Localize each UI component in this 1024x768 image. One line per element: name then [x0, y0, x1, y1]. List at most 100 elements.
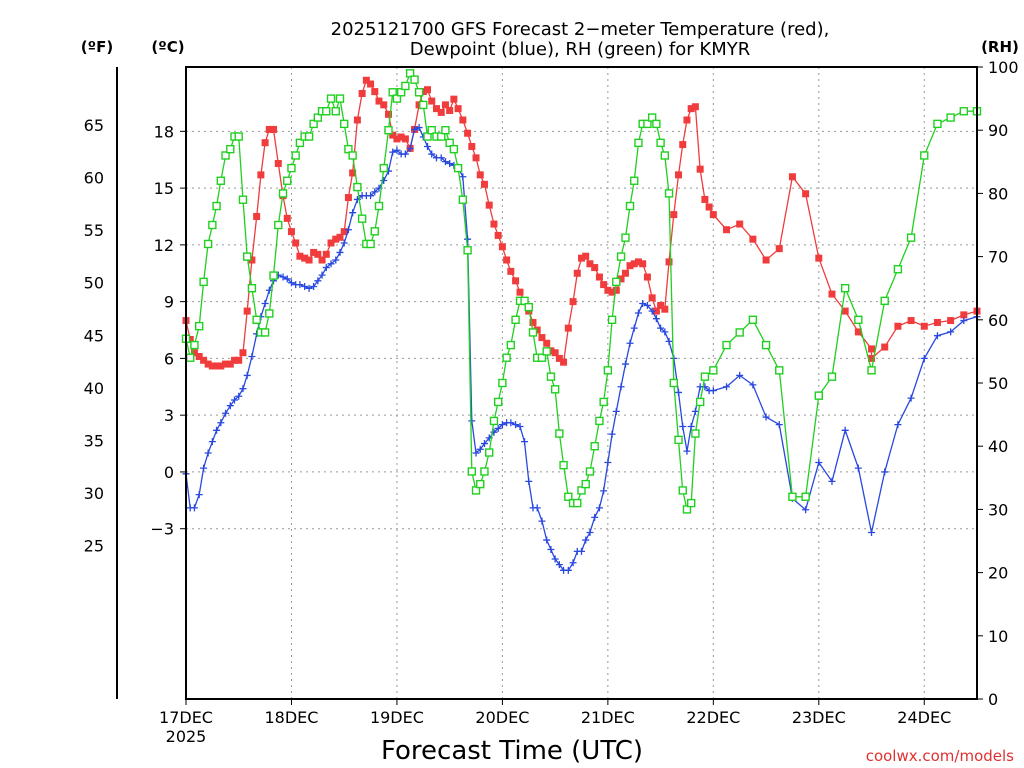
rh-point	[357, 214, 367, 223]
temperature-point	[226, 360, 234, 368]
temperature-point	[490, 220, 498, 228]
temperature-point	[705, 203, 713, 211]
temperature-point	[687, 105, 695, 113]
fahrenheit-tick-label: 40	[84, 379, 104, 398]
temperature-point	[424, 86, 432, 94]
dewpoint-point	[322, 264, 330, 272]
dewpoint-point	[582, 536, 590, 544]
rh-point	[331, 107, 340, 116]
rh-point	[691, 429, 700, 438]
rh-point	[625, 201, 635, 211]
dewpoint-point	[380, 177, 388, 185]
dewpoint-point	[521, 438, 529, 446]
dewpoint-point	[648, 307, 656, 315]
rh-point	[221, 151, 230, 160]
temperature-point	[186, 335, 194, 343]
fahrenheit-tick-label: 35	[84, 431, 104, 450]
dewpoint-point	[261, 300, 269, 308]
temperature-point	[498, 243, 506, 251]
chart-title-line-1: 2025121700 GFS Forecast 2−meter Temperat…	[331, 19, 830, 40]
dewpoint-point	[551, 555, 559, 563]
x-tick-label: 21DEC	[581, 708, 635, 727]
temperature-point	[586, 260, 594, 268]
rh-point	[660, 151, 670, 160]
rh-point	[348, 151, 357, 160]
rh-point	[630, 176, 639, 185]
rh-point	[581, 479, 590, 489]
temperature-point	[472, 154, 480, 162]
dewpoint-point	[393, 146, 401, 154]
temperature-point	[661, 305, 669, 313]
dewpoint-point	[296, 281, 304, 289]
rh-point	[274, 220, 283, 230]
dewpoint-point	[235, 392, 243, 400]
temperature-point	[881, 343, 889, 351]
rh-point	[555, 429, 564, 438]
dewpoint-point	[476, 445, 484, 453]
rh-point	[559, 460, 568, 470]
chart-title-line-2: Dewpoint (blue), RH (green) for KMYR	[410, 39, 751, 60]
fahrenheit-tick-label: 50	[84, 274, 104, 293]
dewpoint-point	[415, 124, 423, 132]
temperature-point	[327, 239, 335, 247]
temperature-point	[543, 339, 551, 347]
temperature-point	[841, 307, 849, 315]
temperature-point	[701, 195, 709, 203]
dewpoint-point	[547, 546, 555, 554]
rh-point	[467, 467, 477, 476]
dewpoint-point	[226, 402, 234, 410]
x-tick-sublabel: 2025	[166, 727, 207, 746]
temperature-point	[547, 347, 555, 355]
x-tick-label: 23DEC	[792, 708, 846, 727]
rh-point	[775, 366, 784, 375]
dewpoint-point	[709, 387, 717, 395]
temperature-point	[494, 231, 502, 239]
temperature-point	[340, 228, 348, 236]
dewpoint-point	[222, 409, 230, 417]
temperature-point	[480, 180, 488, 188]
temperature-point	[428, 97, 436, 105]
temperature-point	[612, 286, 620, 294]
temperature-point	[305, 256, 313, 264]
temperature-point	[248, 256, 256, 264]
rh-point	[449, 144, 459, 154]
temperature-point	[464, 129, 472, 137]
temperature-point	[683, 116, 691, 124]
dewpoint-point	[604, 458, 612, 466]
rh-tick-label: 0	[988, 690, 998, 709]
rh-point	[283, 176, 292, 185]
rh-point	[353, 182, 362, 192]
temperature-point	[578, 254, 585, 262]
temperature-point	[907, 317, 915, 325]
temperature-point	[239, 349, 247, 357]
x-tick-label: 18DEC	[264, 708, 318, 727]
temperature-point	[301, 254, 309, 262]
dewpoint-point	[630, 324, 638, 332]
celsius-tick-label: 18	[154, 122, 174, 141]
dewpoint-point	[446, 160, 454, 168]
dewpoint-point	[621, 360, 629, 368]
rh-point	[335, 94, 345, 103]
temperature-point	[643, 273, 651, 281]
celsius-axis-unit: (ºC)	[151, 38, 184, 56]
dewpoint-point	[775, 421, 783, 429]
rh-tick-label: 80	[988, 184, 1008, 203]
temperature-point	[626, 262, 634, 270]
rh-point	[722, 340, 731, 350]
dewpoint-point	[428, 150, 436, 158]
temperature-point	[292, 239, 300, 247]
temperature-point	[709, 211, 717, 219]
dewpoint-point	[437, 154, 445, 162]
rh-point	[485, 448, 494, 457]
temperature-point	[375, 97, 383, 105]
dewpoint-point	[424, 142, 432, 150]
dewpoint-point	[828, 477, 836, 485]
temperature-point	[384, 110, 392, 118]
temperature-point	[868, 354, 876, 362]
dewpoint-point	[578, 547, 585, 555]
dewpoint-point	[213, 426, 221, 434]
dewpoint-point	[525, 477, 533, 485]
temperature-point	[854, 328, 862, 336]
dewpoint-point	[691, 407, 699, 415]
rh-point	[480, 467, 489, 476]
